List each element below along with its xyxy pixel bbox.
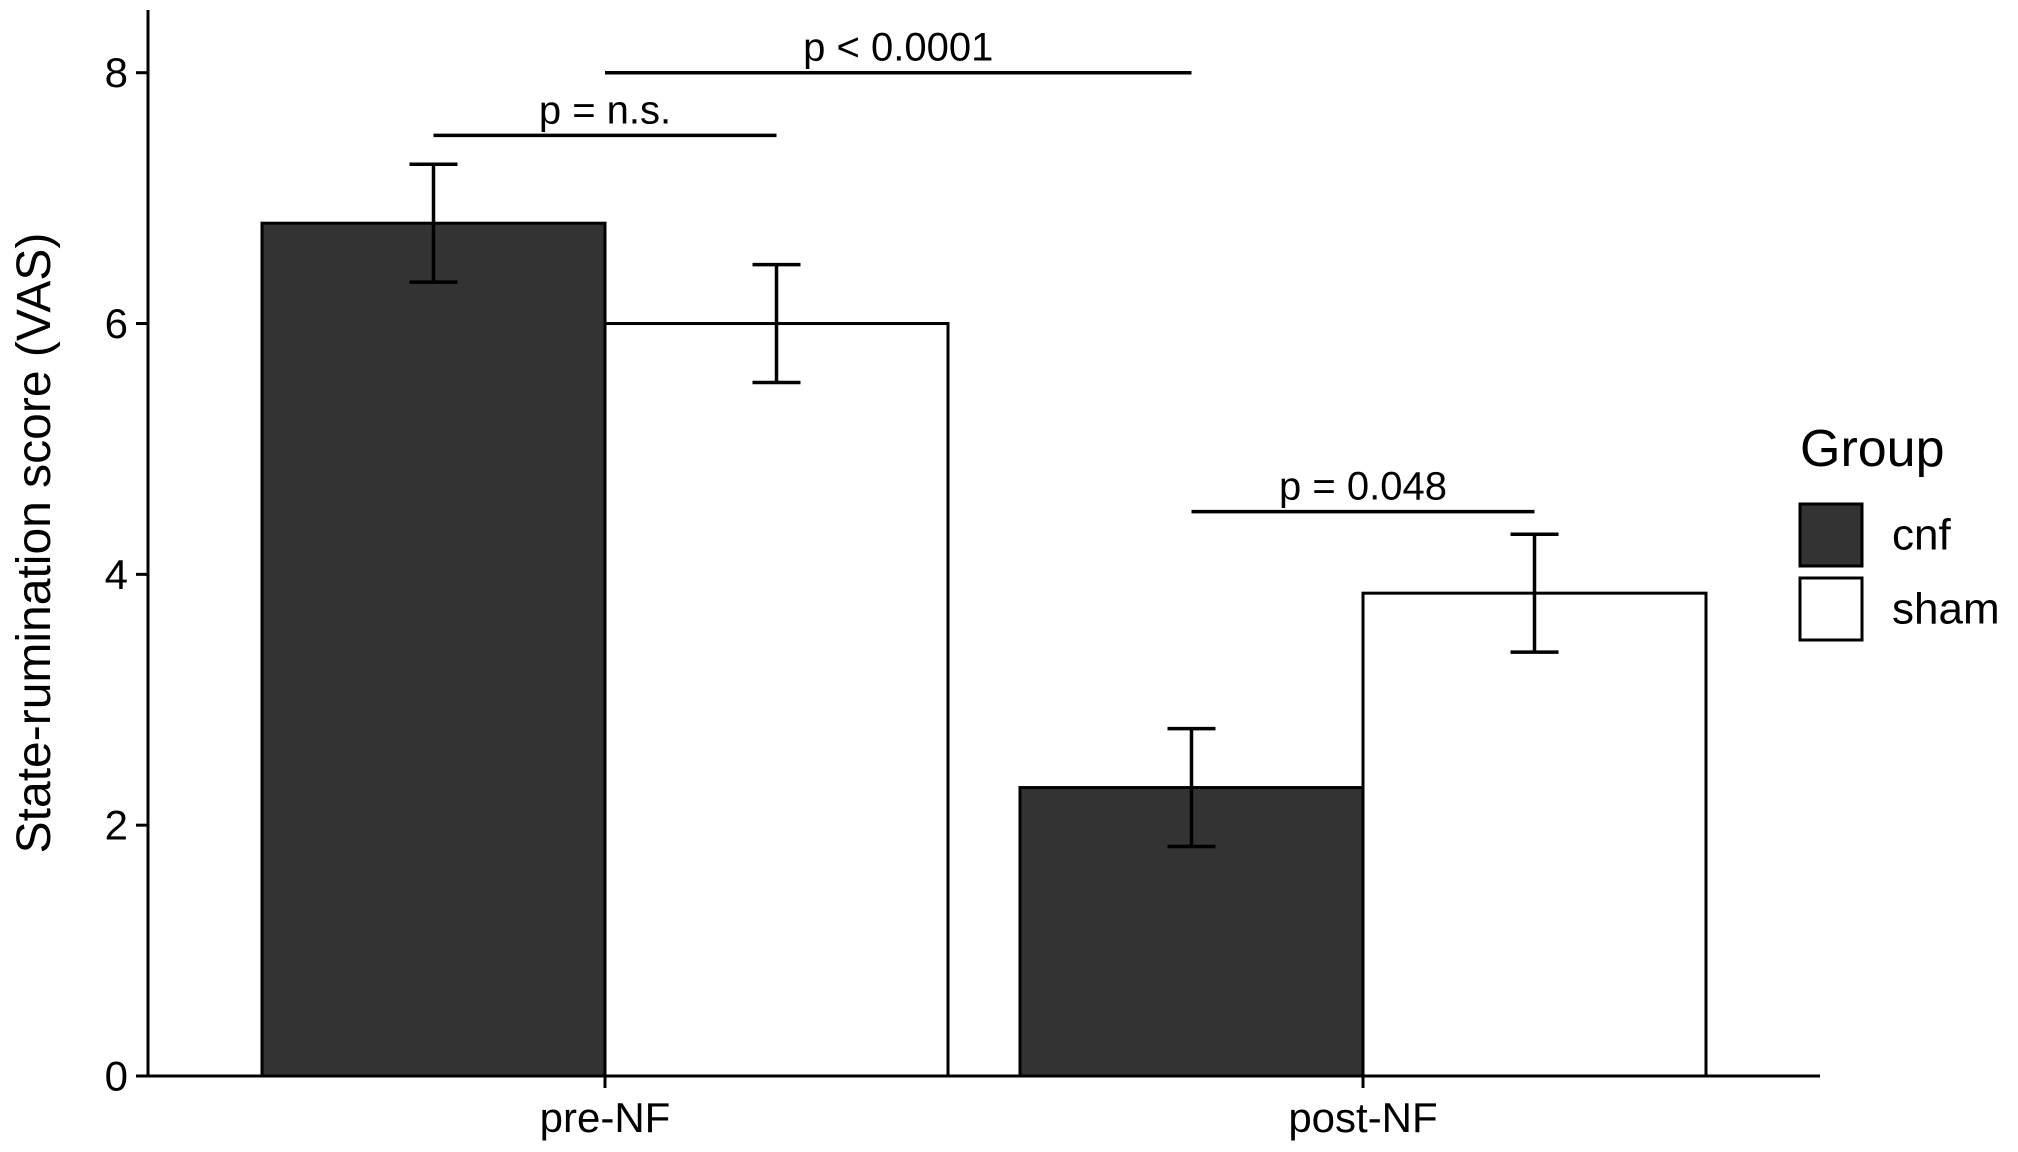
legend-label: sham [1892, 585, 2000, 634]
error-bar-pre-nf-sham [752, 262, 801, 385]
y-tick-label: 4 [105, 551, 128, 598]
significance-annotations: p = n.s. p < 0.0001 p = 0.048 [433, 26, 1535, 514]
legend: Group cnf sham [1798, 420, 2000, 642]
x-tick-label-pre-nf: pre-NF [540, 1094, 671, 1141]
significance-label: p < 0.0001 [803, 26, 993, 70]
error-bar-pre-nf-cnf [409, 162, 458, 284]
legend-swatch [1798, 502, 1864, 568]
bar-post-nf-sham [1361, 591, 1708, 1078]
axes-layer: 0 2 4 6 8 pre-NF post-NF State-rumination score… [8, 10, 1820, 1141]
error-bar-post-nf-sham [1510, 532, 1559, 654]
legend-title: Group [1800, 420, 1945, 478]
significance-label: p = 0.048 [1279, 465, 1447, 509]
y-tick-label: 6 [105, 300, 128, 347]
legend-swatch [1798, 576, 1864, 642]
error-bar-post-nf-cnf [1167, 726, 1216, 849]
significance-bracket: p < 0.0001 [605, 26, 1192, 75]
significance-bracket: p = 0.048 [1191, 465, 1535, 514]
legend-item-cnf: cnf [1798, 502, 1951, 568]
bar-pre-nf-cnf [260, 221, 607, 1078]
bars-layer [260, 221, 1708, 1078]
y-axis-title: State-rumination score (VAS) [8, 233, 61, 854]
significance-label: p = n.s. [539, 88, 671, 132]
y-tick-label: 0 [105, 1053, 128, 1100]
error-bars-layer [409, 162, 1559, 849]
significance-bracket: p = n.s. [433, 88, 777, 138]
y-tick-label: 8 [105, 49, 128, 96]
y-tick-label: 2 [105, 802, 128, 849]
legend-label: cnf [1892, 511, 1951, 560]
x-tick-label-post-nf: post-NF [1288, 1094, 1437, 1141]
legend-item-sham: sham [1798, 576, 2000, 642]
bar-pre-nf-sham [603, 322, 950, 1078]
